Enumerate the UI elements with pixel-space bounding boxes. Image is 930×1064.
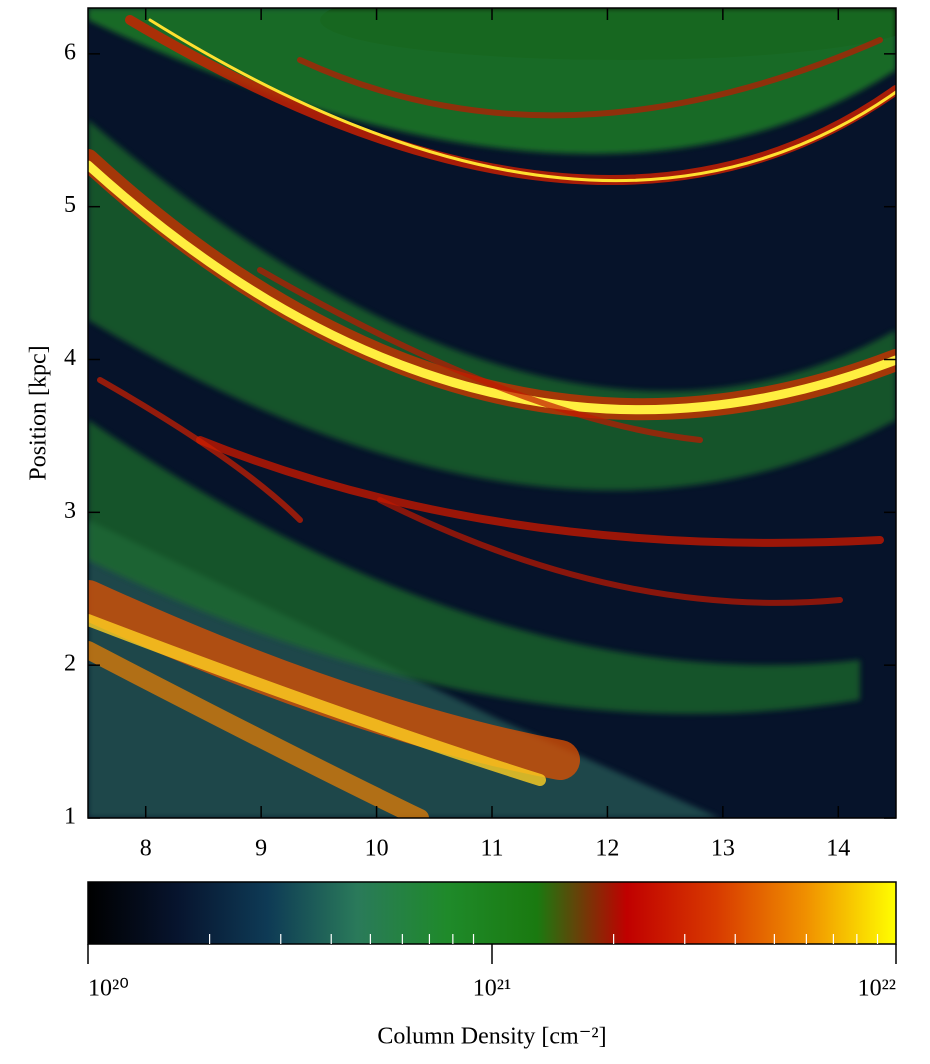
y-tick-label: 4 bbox=[64, 345, 76, 371]
y-tick-label: 3 bbox=[64, 498, 76, 524]
x-tick-label: 8 bbox=[140, 836, 152, 862]
colorbar-label: Column Density [cm⁻²] bbox=[377, 1024, 606, 1050]
x-tick-label: 13 bbox=[711, 836, 735, 862]
y-tick-label: 2 bbox=[64, 651, 76, 677]
colorbar-tick-label: 10²⁰ bbox=[88, 976, 129, 1002]
x-tick-label: 12 bbox=[595, 836, 619, 862]
density-map bbox=[88, 8, 896, 818]
colorbar-tick-label: 10²² bbox=[858, 976, 896, 1002]
y-tick-label: 5 bbox=[64, 192, 76, 218]
x-tick-label: 14 bbox=[826, 836, 850, 862]
x-tick-label: 9 bbox=[255, 836, 267, 862]
x-tick-label: 10 bbox=[365, 836, 389, 862]
x-tick-label: 11 bbox=[480, 836, 503, 862]
y-tick-label: 6 bbox=[64, 39, 76, 65]
colorbar-tick-label: 10²¹ bbox=[473, 976, 511, 1002]
y-tick-label: 1 bbox=[64, 804, 76, 830]
y-axis-label: Position [kpc] bbox=[26, 345, 52, 480]
